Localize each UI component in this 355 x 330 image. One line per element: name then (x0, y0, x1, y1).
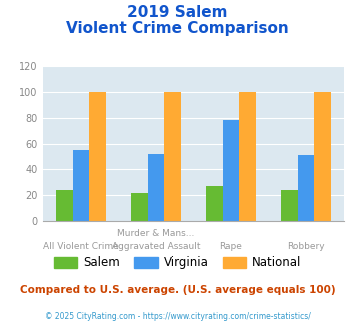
Bar (314, 92, 331, 221)
Bar (164, 92, 181, 221)
Text: Robbery: Robbery (287, 242, 325, 250)
Bar (206, 186, 223, 221)
Bar (223, 120, 239, 221)
Text: Aggravated Assault: Aggravated Assault (112, 242, 200, 250)
Text: All Violent Crime: All Violent Crime (43, 242, 119, 250)
Bar (148, 154, 164, 221)
Bar (131, 193, 148, 221)
Text: © 2025 CityRating.com - https://www.cityrating.com/crime-statistics/: © 2025 CityRating.com - https://www.city… (45, 312, 310, 321)
Bar (89, 92, 106, 221)
Text: Violent Crime Comparison: Violent Crime Comparison (66, 21, 289, 36)
Text: Murder & Mans...: Murder & Mans... (117, 229, 195, 238)
Text: 2019 Salem: 2019 Salem (127, 5, 228, 20)
Bar (56, 190, 73, 221)
Text: Compared to U.S. average. (U.S. average equals 100): Compared to U.S. average. (U.S. average … (20, 285, 335, 295)
Bar (73, 150, 89, 221)
Text: Rape: Rape (219, 242, 242, 250)
Legend: Salem, Virginia, National: Salem, Virginia, National (49, 252, 306, 274)
Bar (297, 155, 314, 221)
Bar (281, 190, 297, 221)
Bar (239, 92, 256, 221)
